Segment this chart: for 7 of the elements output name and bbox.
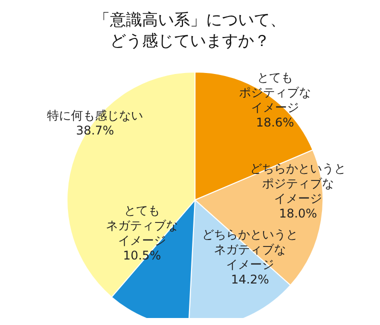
chart-title: 「意識高い系」について、どう感じていますか？ [94,10,286,50]
data-label: 18.0% [278,206,318,220]
data-label: 38.7% [76,124,114,138]
data-label: 14.2% [230,272,270,286]
slice-label: 特に何も感じない [47,108,143,122]
data-label: 18.6% [256,116,294,130]
slice-label: どちらかというとネガティブなイメージ [202,228,298,272]
